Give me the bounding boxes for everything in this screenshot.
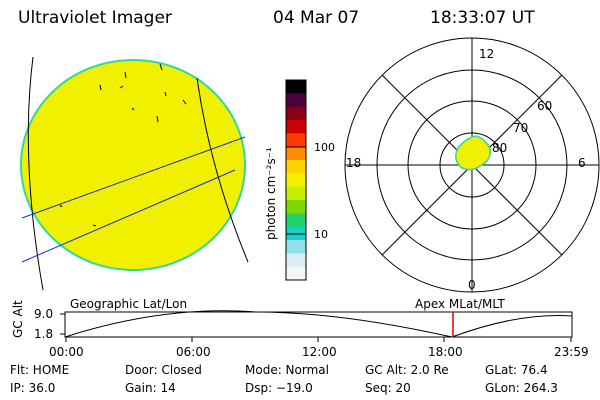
colorbar-segment: [286, 120, 306, 134]
grid-line-upper: [21, 136, 246, 219]
ytick-label-9: 9.0: [34, 307, 54, 321]
ytick-label-1.8: 1.8: [34, 327, 54, 341]
colorbar-segment: [286, 253, 306, 268]
glon-status: GLon: 264.3: [485, 381, 558, 395]
uv-image-disk: [20, 59, 246, 271]
colorbar-segment: [286, 240, 306, 254]
colorbar-segment: [286, 200, 306, 214]
image-speckles: [59, 63, 187, 227]
grid-line-lower: [21, 169, 236, 263]
polar-image-blob: [455, 135, 492, 171]
xtick-label-24: 23:59: [554, 345, 589, 359]
time-label: 18:33:07 UT: [430, 8, 535, 28]
polar-plot: [344, 37, 600, 293]
date-label: 04 Mar 07: [273, 8, 360, 28]
colorbar-segment: [286, 146, 306, 161]
door-status: Door: Closed: [125, 363, 202, 377]
colorbar-segment: [286, 93, 306, 108]
dsp-status: Dsp: −19.0: [245, 381, 313, 395]
map-mode-right: Apex MLat/MLT: [415, 297, 505, 311]
timeline-panel: [60, 310, 573, 342]
colorbar-segment: [286, 133, 306, 148]
meridian-left: [27, 56, 44, 291]
timeline-y-label: GC Alt: [11, 300, 25, 338]
xtick-label-0: 00:00: [49, 345, 84, 359]
colorbar-unit-label: photon cm⁻²s⁻¹: [264, 147, 278, 240]
geographic-image-panel: [20, 56, 249, 291]
colorbar: [285, 79, 307, 281]
gain-status: Gain: 14: [125, 381, 176, 395]
colorbar-frame: [285, 79, 307, 281]
colorbar-segment: [286, 106, 306, 121]
colorbar-segment: [286, 173, 306, 188]
xtick-label-12: 12:00: [302, 345, 337, 359]
polar-lat-label-70: 70: [513, 121, 529, 135]
polar-lat-label-60: 60: [537, 99, 553, 113]
colorbar-segment: [286, 266, 306, 281]
polar-label-right: 6: [578, 156, 586, 170]
colorbar-segment: [286, 186, 306, 201]
xtick-label-18: 18:00: [428, 345, 463, 359]
altitude-curve: [64, 310, 573, 338]
meridian-right: [196, 77, 249, 263]
timeline-frame: [64, 311, 573, 338]
flight-status: Flt: HOME: [10, 363, 70, 377]
colorbar-label-100: 100: [314, 141, 335, 154]
map-mode-left: Geographic Lat/Lon: [70, 297, 188, 311]
polar-label-bottom: 0: [468, 278, 476, 292]
colorbar-segment: [286, 213, 306, 228]
glat-status: GLat: 76.4: [485, 363, 548, 377]
colorbar-label-10: 10: [314, 228, 328, 241]
gc-alt-status: GC Alt: 2.0 Re: [365, 363, 449, 377]
colorbar-segment: [286, 160, 306, 174]
ip-status: IP: 36.0: [10, 381, 56, 395]
polar-label-top: 12: [479, 47, 495, 61]
app-title: Ultraviolet Imager: [18, 8, 172, 28]
seq-status: Seq: 20: [365, 381, 411, 395]
polar-lat-label-80: 80: [492, 141, 508, 155]
mode-status: Mode: Normal: [245, 363, 329, 377]
polar-label-left: 18: [346, 156, 362, 170]
colorbar-segment: [286, 80, 306, 94]
xtick-label-6: 06:00: [176, 345, 211, 359]
